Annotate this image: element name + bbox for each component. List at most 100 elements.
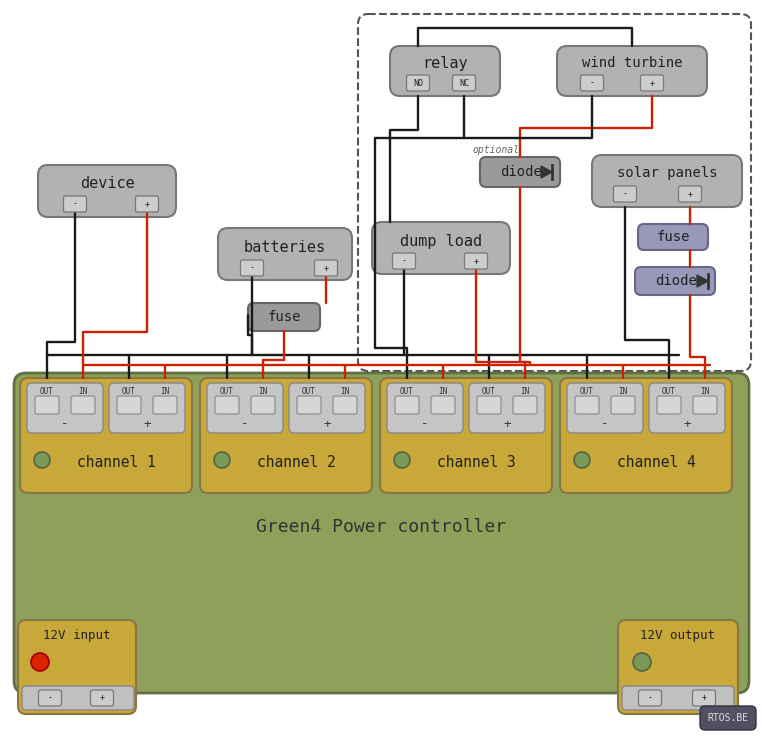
FancyBboxPatch shape [91, 690, 114, 706]
Text: +: + [323, 418, 331, 430]
Text: -: - [249, 263, 255, 272]
Text: solar panels: solar panels [616, 166, 717, 180]
FancyBboxPatch shape [22, 686, 134, 710]
Text: dump load: dump load [400, 233, 482, 249]
Text: -: - [47, 694, 53, 703]
FancyBboxPatch shape [136, 196, 158, 212]
Circle shape [633, 653, 651, 671]
Text: IN: IN [520, 387, 530, 396]
Text: OUT: OUT [580, 387, 594, 396]
Text: optional: optional [472, 145, 520, 155]
Text: 12V output: 12V output [641, 629, 716, 641]
FancyBboxPatch shape [333, 396, 357, 414]
Text: -: - [648, 694, 652, 703]
Text: OUT: OUT [482, 387, 496, 396]
FancyBboxPatch shape [557, 46, 707, 96]
Text: OUT: OUT [662, 387, 676, 396]
Circle shape [31, 653, 49, 671]
Text: IN: IN [619, 387, 628, 396]
FancyBboxPatch shape [431, 396, 455, 414]
Text: Green4 Power controller: Green4 Power controller [256, 518, 506, 536]
FancyBboxPatch shape [618, 620, 738, 714]
Text: channel 3: channel 3 [437, 455, 515, 469]
FancyBboxPatch shape [109, 383, 185, 433]
FancyBboxPatch shape [372, 222, 510, 274]
FancyBboxPatch shape [406, 75, 430, 91]
Text: +: + [324, 263, 328, 272]
Text: OUT: OUT [40, 387, 54, 396]
Text: +: + [702, 694, 706, 703]
Text: OUT: OUT [302, 387, 316, 396]
Text: IN: IN [258, 387, 267, 396]
Text: IN: IN [341, 387, 350, 396]
Text: -: - [72, 199, 78, 209]
Polygon shape [541, 166, 552, 178]
FancyBboxPatch shape [218, 228, 352, 280]
FancyBboxPatch shape [649, 383, 725, 433]
FancyBboxPatch shape [465, 253, 488, 269]
FancyBboxPatch shape [678, 186, 702, 202]
Circle shape [394, 452, 410, 468]
Text: OUT: OUT [122, 387, 136, 396]
Text: diode: diode [500, 165, 542, 179]
Text: +: + [649, 78, 655, 88]
FancyBboxPatch shape [380, 378, 552, 493]
FancyBboxPatch shape [395, 396, 419, 414]
FancyBboxPatch shape [575, 396, 599, 414]
Text: OUT: OUT [220, 387, 234, 396]
Text: batteries: batteries [244, 240, 326, 255]
FancyBboxPatch shape [392, 253, 415, 269]
Polygon shape [697, 275, 708, 287]
FancyBboxPatch shape [14, 373, 749, 693]
Text: -: - [601, 418, 609, 430]
FancyBboxPatch shape [513, 396, 537, 414]
Text: -: - [421, 418, 429, 430]
Text: 12V input: 12V input [43, 629, 110, 641]
FancyBboxPatch shape [207, 383, 283, 433]
Text: IN: IN [160, 387, 170, 396]
FancyBboxPatch shape [297, 396, 321, 414]
Circle shape [574, 452, 590, 468]
FancyBboxPatch shape [35, 396, 59, 414]
FancyBboxPatch shape [477, 396, 501, 414]
FancyBboxPatch shape [700, 706, 756, 730]
FancyBboxPatch shape [215, 396, 239, 414]
FancyBboxPatch shape [611, 396, 635, 414]
FancyBboxPatch shape [71, 396, 95, 414]
Text: relay: relay [422, 55, 468, 71]
Text: fuse: fuse [267, 310, 301, 324]
Text: -: - [61, 418, 69, 430]
Text: NO: NO [413, 78, 423, 88]
Text: -: - [402, 257, 406, 266]
FancyBboxPatch shape [251, 396, 275, 414]
Text: +: + [100, 694, 104, 703]
FancyBboxPatch shape [241, 260, 264, 276]
FancyBboxPatch shape [387, 383, 463, 433]
Circle shape [34, 452, 50, 468]
FancyBboxPatch shape [469, 383, 545, 433]
FancyBboxPatch shape [480, 157, 560, 187]
Text: channel 2: channel 2 [257, 455, 335, 469]
Text: wind turbine: wind turbine [581, 56, 682, 70]
FancyBboxPatch shape [38, 165, 176, 217]
Text: +: + [145, 199, 149, 209]
FancyBboxPatch shape [581, 75, 604, 91]
FancyBboxPatch shape [693, 690, 716, 706]
FancyBboxPatch shape [613, 186, 636, 202]
FancyBboxPatch shape [638, 224, 708, 250]
Circle shape [214, 452, 230, 468]
FancyBboxPatch shape [27, 383, 103, 433]
Text: IN: IN [78, 387, 88, 396]
FancyBboxPatch shape [63, 196, 87, 212]
Text: device: device [79, 176, 134, 190]
FancyBboxPatch shape [315, 260, 338, 276]
FancyBboxPatch shape [20, 378, 192, 493]
Text: channel 1: channel 1 [77, 455, 155, 469]
FancyBboxPatch shape [622, 686, 734, 710]
FancyBboxPatch shape [39, 690, 62, 706]
Text: IN: IN [700, 387, 709, 396]
FancyBboxPatch shape [635, 267, 715, 295]
Text: -: - [242, 418, 248, 430]
Text: channel 4: channel 4 [616, 455, 696, 469]
FancyBboxPatch shape [390, 46, 500, 96]
